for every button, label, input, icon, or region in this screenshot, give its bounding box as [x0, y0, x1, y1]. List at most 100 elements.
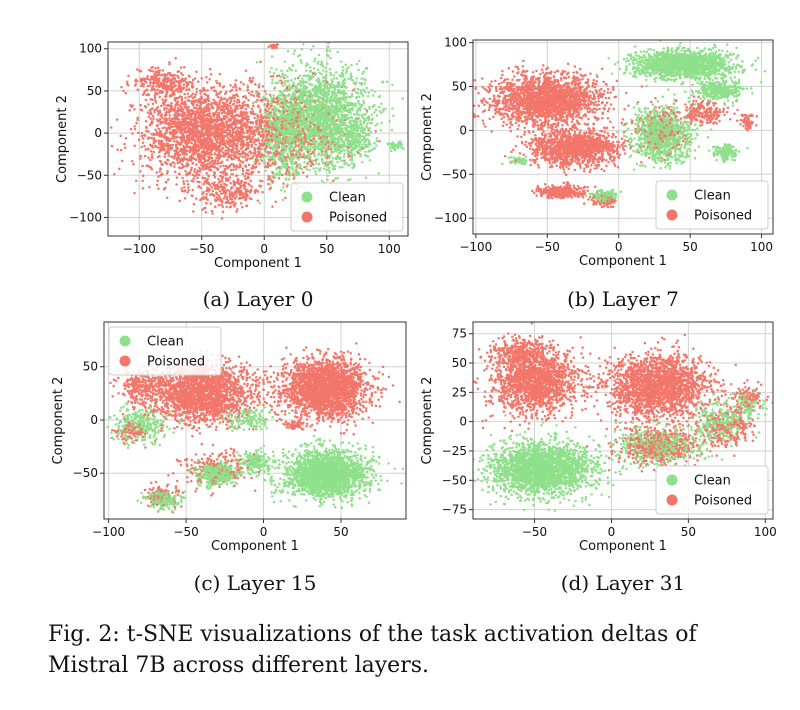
- data-point: [158, 69, 161, 72]
- data-point: [206, 149, 209, 153]
- data-point: [268, 187, 271, 191]
- data-point: [148, 108, 152, 112]
- data-point: [239, 165, 242, 168]
- data-point: [203, 92, 206, 96]
- data-point: [269, 75, 273, 78]
- data-point: [170, 101, 173, 105]
- data-point: [194, 142, 197, 146]
- data-point: [367, 150, 370, 153]
- data-point: [269, 175, 272, 178]
- data-point: [190, 141, 193, 145]
- data-point: [204, 211, 208, 214]
- data-point: [282, 110, 286, 114]
- data-point: [247, 125, 251, 129]
- data-point: [230, 154, 233, 157]
- data-point: [258, 145, 261, 148]
- data-point: [173, 107, 176, 111]
- data-point: [214, 187, 218, 190]
- data-point: [212, 161, 215, 165]
- data-point: [299, 80, 302, 83]
- data-point: [238, 197, 241, 200]
- data-point: [268, 183, 272, 186]
- data-point: [392, 114, 395, 117]
- data-point: [375, 144, 378, 147]
- data-point: [238, 104, 241, 107]
- data-point: [283, 190, 287, 193]
- data-point: [320, 72, 323, 76]
- data-point: [364, 176, 368, 180]
- data-point: [365, 133, 368, 136]
- data-point: [356, 87, 360, 91]
- data-point: [176, 70, 180, 74]
- data-point: [243, 94, 247, 98]
- data-point: [133, 191, 136, 195]
- data-point: [329, 123, 332, 126]
- data-point: [282, 99, 286, 102]
- data-point: [209, 107, 212, 110]
- data-point: [275, 74, 279, 78]
- data-point: [234, 167, 238, 171]
- data-point: [217, 203, 221, 207]
- data-point: [234, 154, 238, 158]
- data-point: [251, 155, 255, 158]
- data-point: [280, 69, 283, 73]
- data-point: [252, 94, 256, 98]
- data-point: [317, 53, 321, 57]
- data-point: [345, 67, 348, 71]
- data-point: [308, 168, 311, 172]
- data-point: [228, 96, 231, 99]
- data-point: [221, 147, 224, 150]
- data-point: [119, 134, 122, 138]
- data-point: [280, 81, 284, 85]
- data-point: [168, 61, 171, 64]
- data-point: [363, 82, 367, 85]
- data-point: [332, 73, 336, 77]
- data-point: [239, 154, 243, 158]
- data-point: [271, 181, 274, 184]
- data-point: [239, 202, 243, 205]
- data-point: [228, 176, 232, 179]
- data-point: [272, 175, 275, 179]
- data-point: [140, 108, 144, 112]
- data-point: [226, 188, 229, 192]
- data-point: [165, 119, 169, 122]
- data-point: [309, 83, 313, 86]
- data-point: [351, 119, 354, 123]
- data-point: [219, 118, 222, 121]
- data-point: [337, 139, 340, 142]
- data-point: [346, 126, 349, 129]
- data-point: [274, 200, 278, 203]
- data-point: [272, 47, 275, 50]
- data-point: [244, 154, 247, 157]
- data-point: [364, 138, 367, 141]
- data-point: [326, 132, 329, 136]
- data-point: [323, 107, 327, 111]
- data-point: [218, 84, 222, 87]
- data-point: [277, 97, 281, 100]
- data-point: [327, 45, 330, 49]
- data-point: [271, 75, 275, 78]
- data-point: [279, 75, 283, 79]
- data-point: [322, 90, 325, 93]
- data-point: [323, 167, 326, 170]
- data-point: [278, 172, 282, 175]
- data-point: [349, 72, 353, 76]
- data-point: [235, 156, 239, 160]
- data-point: [208, 77, 211, 81]
- data-point: [284, 196, 287, 200]
- data-point: [110, 144, 114, 148]
- data-point: [210, 156, 214, 160]
- data-point: [250, 90, 254, 94]
- data-point: [196, 107, 200, 111]
- data-point: [354, 83, 357, 86]
- data-point: [199, 133, 202, 137]
- data-point: [252, 130, 256, 133]
- data-point: [288, 122, 291, 126]
- data-point: [306, 161, 310, 164]
- data-point: [361, 72, 364, 75]
- data-point: [317, 76, 320, 80]
- data-point: [152, 150, 156, 154]
- data-point: [251, 111, 254, 114]
- data-point: [194, 93, 197, 96]
- data-point: [350, 92, 354, 96]
